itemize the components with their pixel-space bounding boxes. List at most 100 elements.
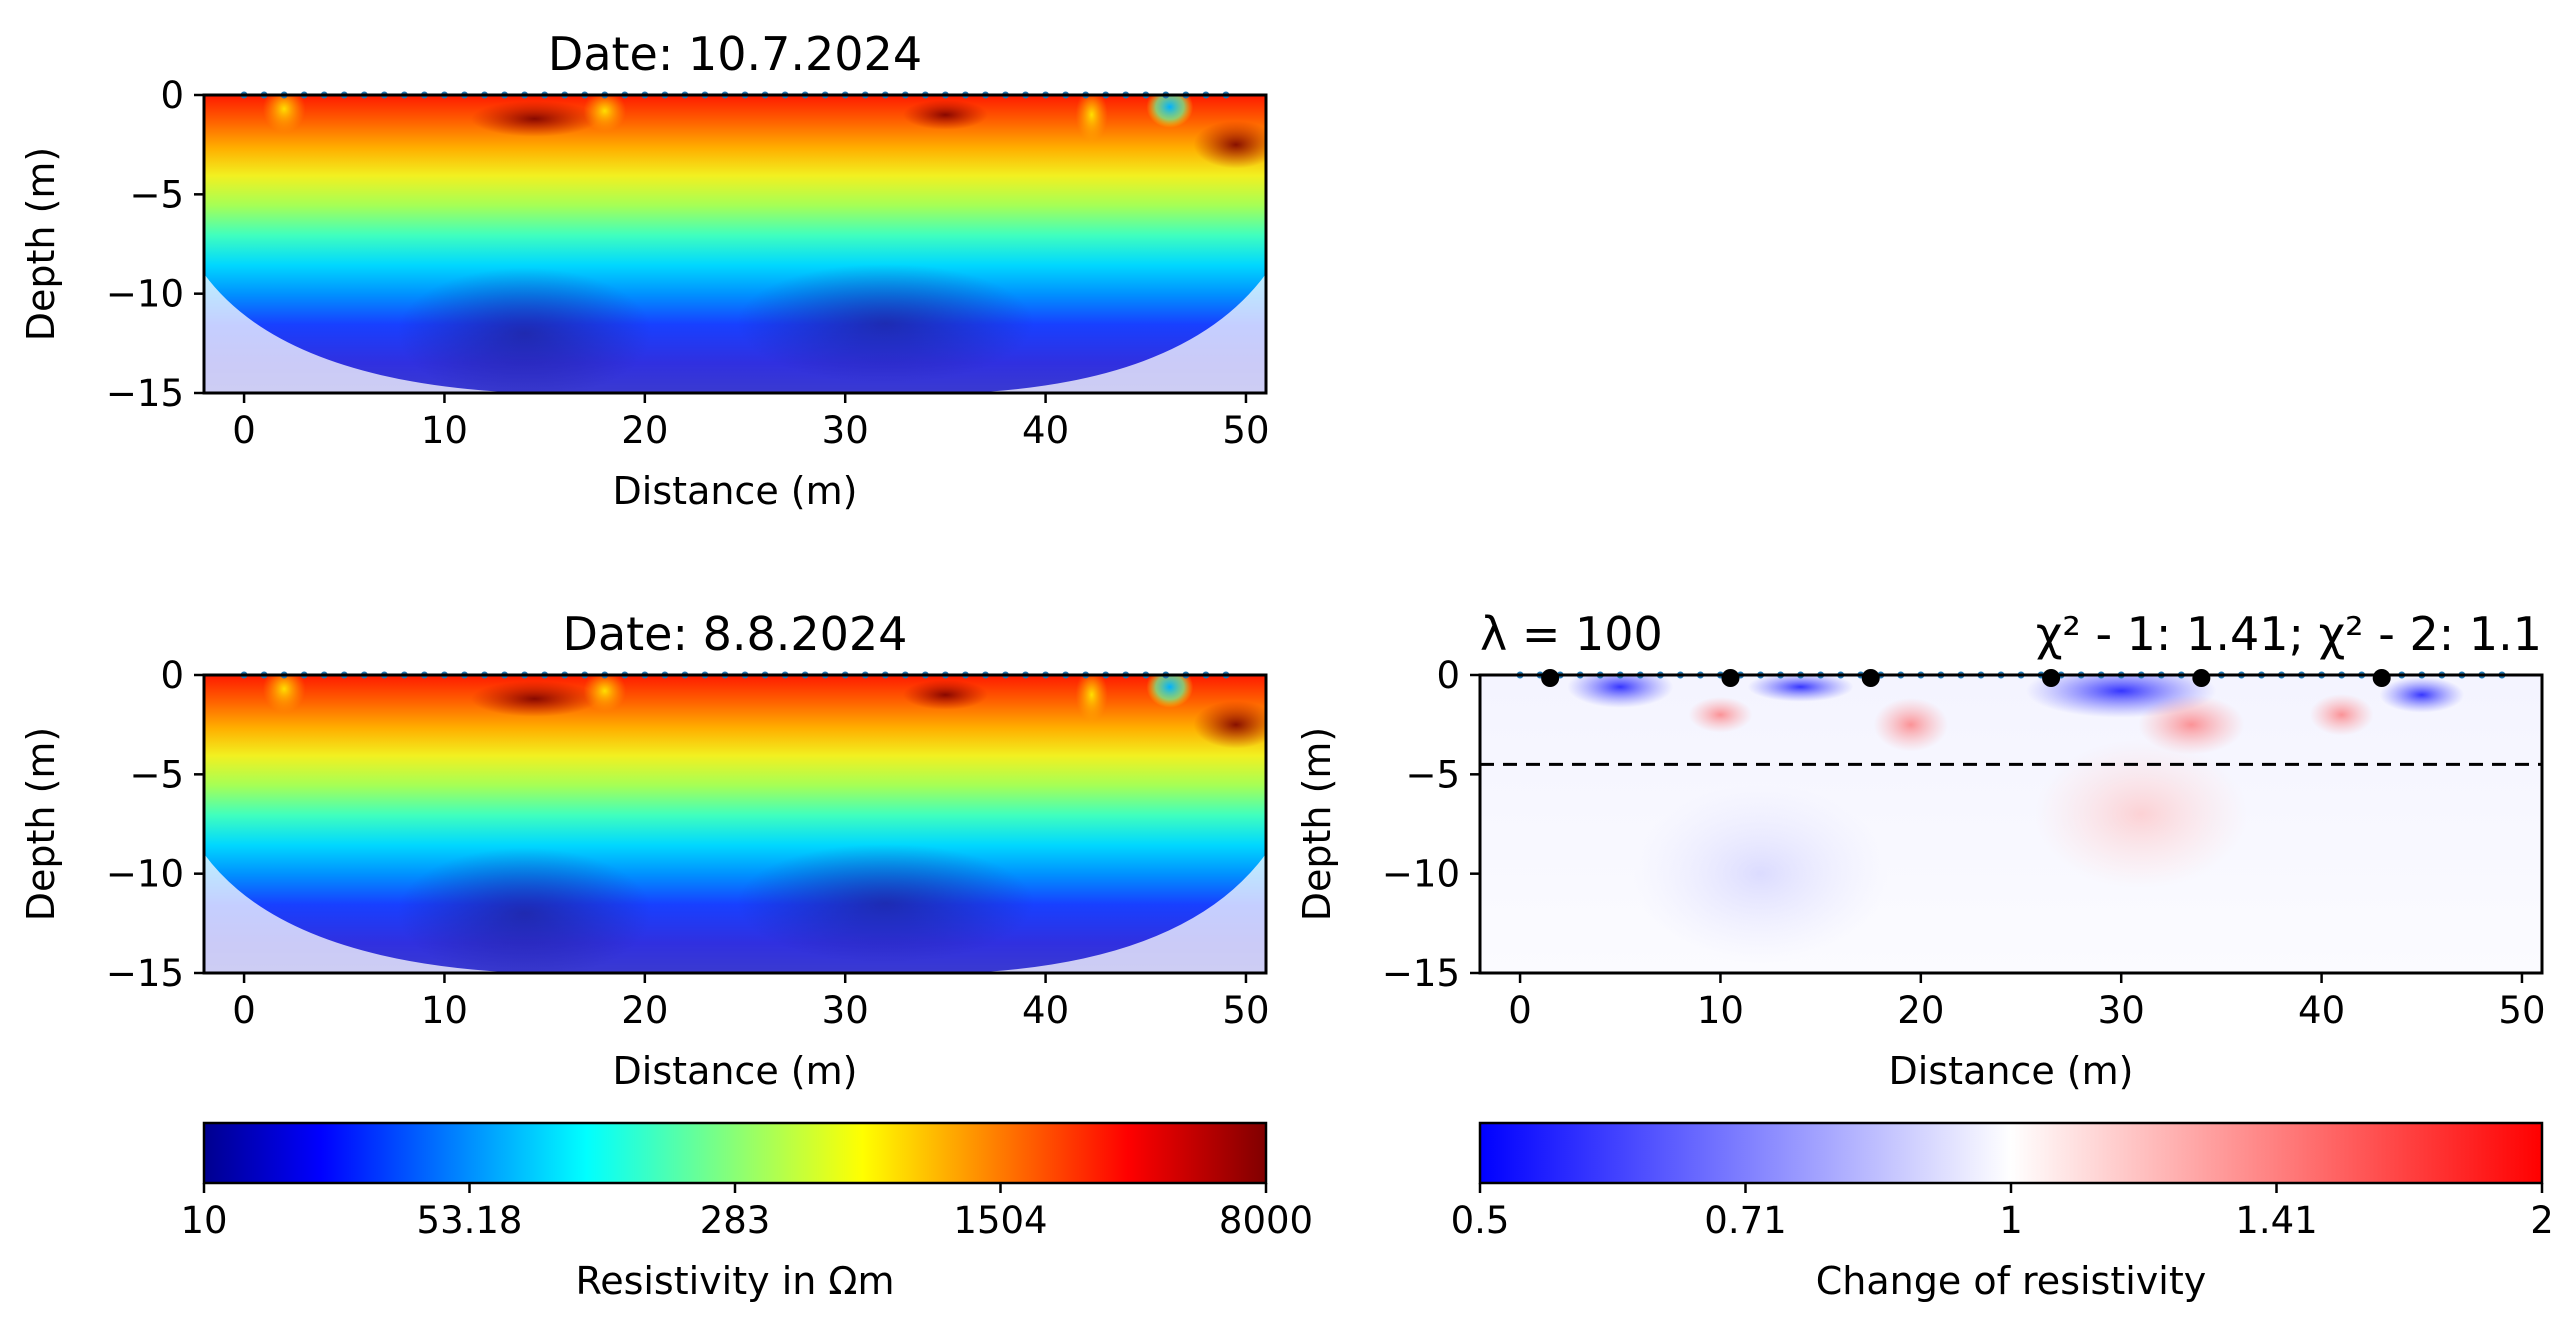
x-tick-label: 30 xyxy=(2098,989,2145,1032)
high-resistivity-spot xyxy=(902,99,988,130)
increase-zone xyxy=(2138,694,2245,755)
y-tick-label: 0 xyxy=(1436,654,1460,697)
high-resistivity-spot xyxy=(1193,120,1266,169)
black-marker xyxy=(2372,669,2391,687)
colorbar-tick-label: 10 xyxy=(180,1199,227,1242)
colorbar-gradient xyxy=(202,1121,1268,1185)
colorbar-tick-label: 0.71 xyxy=(1704,1199,1786,1242)
x-tick-label: 30 xyxy=(822,989,869,1032)
x-tick-label: 50 xyxy=(2498,989,2545,1032)
increase-zone xyxy=(2309,693,2374,736)
x-tick-label: 20 xyxy=(621,989,668,1032)
yellow-spot xyxy=(1075,675,1108,722)
colorbar-1: 10 53.18 283 1504 8000 Resistivity in Ωm xyxy=(180,1121,1313,1303)
axes-frame xyxy=(202,673,1268,975)
y-tick-label: −15 xyxy=(106,952,184,995)
y-axis-label: Depth (m) xyxy=(19,727,63,922)
decrease-zone xyxy=(1747,675,1854,702)
low-resistivity-core xyxy=(397,267,653,393)
x-tick-label: 20 xyxy=(621,409,668,452)
resistivity-field xyxy=(204,95,1266,393)
x-tick-label: 40 xyxy=(1022,989,1069,1032)
low-resistivity-core xyxy=(736,843,1034,964)
panel-1: 0 10 20 30 40 50 0 −5 −10 −15 Distance (m) Depth (m… xyxy=(19,27,1270,513)
colorbar-label: Resistivity in Ωm xyxy=(576,1259,895,1303)
x-axis-label: Distance (m) xyxy=(613,1049,858,1093)
colorbar-tick-label: 53.18 xyxy=(417,1199,523,1242)
x-tick-label: 30 xyxy=(822,409,869,452)
low-resistivity-core xyxy=(397,847,653,973)
colorbar-tick-label: 283 xyxy=(700,1199,771,1242)
panel-2: 0 10 20 30 40 50 0 −5 −10 −15 Distance (m) Depth (m… xyxy=(19,607,1270,1093)
axes-frame xyxy=(1478,673,2544,975)
colorbar-tick-label: 2 xyxy=(2530,1199,2554,1242)
colorbar-gradient xyxy=(1478,1121,2544,1185)
black-marker xyxy=(2192,669,2211,687)
colorbar-tick-label: 8000 xyxy=(1219,1199,1313,1242)
x-tick-label: 20 xyxy=(1897,989,1944,1032)
decrease-zone xyxy=(1633,784,1888,964)
x-tick-label: 10 xyxy=(1697,989,1744,1032)
x-axis-label: Distance (m) xyxy=(613,469,858,513)
yellow-spot xyxy=(583,95,626,132)
panel-3: 0 10 20 30 40 50 0 −5 −10 −15 Distance (m) Depth (m… xyxy=(1295,607,2546,1093)
yellow-spot xyxy=(583,675,626,712)
colorbar-2: 0.5 0.71 1 1.41 2 Change of resistivity xyxy=(1451,1121,2554,1303)
decrease-zone xyxy=(2379,676,2465,713)
x-tick-label: 10 xyxy=(421,409,468,452)
y-tick-label: −5 xyxy=(1405,753,1460,796)
colorbar-label: Change of resistivity xyxy=(1816,1259,2206,1303)
increase-zone xyxy=(1873,697,1948,752)
x-axis-label: Distance (m) xyxy=(1889,1049,2134,1093)
colorbar-tick-label: 1.41 xyxy=(2235,1199,2317,1242)
increase-zone xyxy=(2035,739,2248,889)
y-tick-label: 0 xyxy=(160,654,184,697)
x-tick-label: 10 xyxy=(421,989,468,1032)
y-tick-label: 0 xyxy=(160,74,184,117)
colorbar-tick-label: 0.5 xyxy=(1451,1199,1510,1242)
lambda-title: λ = 100 xyxy=(1480,607,1663,661)
plot-area xyxy=(1480,675,2542,973)
y-tick-label: −15 xyxy=(106,372,184,415)
low-resistivity-spot xyxy=(1146,675,1194,708)
no-coverage-left xyxy=(204,853,525,973)
x-tick-label: 0 xyxy=(232,409,256,452)
black-marker xyxy=(1721,669,1740,687)
x-tick-label: 40 xyxy=(1022,409,1069,452)
y-tick-label: −10 xyxy=(106,273,184,316)
yellow-spot xyxy=(262,95,306,133)
chi2-title: χ² - 1: 1.41; χ² - 2: 1.1 xyxy=(2036,607,2542,661)
colorbar-tick-label: 1 xyxy=(1999,1199,2023,1242)
black-marker xyxy=(1541,669,1560,687)
y-axis-label: Depth (m) xyxy=(1295,727,1339,922)
y-tick-label: −10 xyxy=(106,853,184,896)
plot-area xyxy=(204,675,1266,973)
high-resistivity-spot xyxy=(902,679,988,710)
plot-area xyxy=(204,95,1266,393)
change-field xyxy=(1480,675,2542,973)
y-tick-label: −10 xyxy=(1382,853,1460,896)
y-tick-label: −5 xyxy=(129,753,184,796)
no-coverage-left xyxy=(204,273,525,393)
low-resistivity-core xyxy=(736,263,1034,384)
yellow-spot xyxy=(262,675,306,713)
colorbar-tick-label: 1504 xyxy=(953,1199,1047,1242)
panel-title: Date: 10.7.2024 xyxy=(548,27,922,81)
y-axis-label: Depth (m) xyxy=(19,147,63,342)
black-marker xyxy=(2042,669,2061,687)
y-tick-label: −15 xyxy=(1382,952,1460,995)
resistivity-field xyxy=(204,675,1266,973)
axes-frame xyxy=(202,93,1268,395)
yellow-spot xyxy=(1075,95,1108,142)
increase-zone xyxy=(1688,696,1753,733)
decrease-zone xyxy=(1567,675,1674,708)
x-tick-label: 0 xyxy=(232,989,256,1032)
x-tick-label: 50 xyxy=(1222,989,1269,1032)
high-resistivity-spot xyxy=(470,100,599,137)
high-resistivity-spot xyxy=(1193,700,1266,749)
low-resistivity-spot xyxy=(1146,95,1194,128)
no-coverage-right xyxy=(965,853,1266,973)
high-resistivity-spot xyxy=(470,680,599,717)
x-tick-label: 0 xyxy=(1508,989,1532,1032)
no-coverage-right xyxy=(965,273,1266,393)
